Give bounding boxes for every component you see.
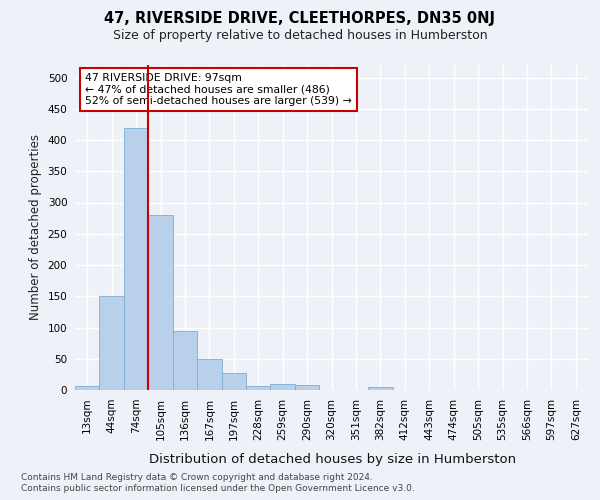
Bar: [368, 387, 392, 390]
Bar: [271, 384, 295, 390]
Bar: [197, 360, 221, 390]
Bar: [295, 385, 319, 390]
Text: Contains HM Land Registry data © Crown copyright and database right 2024.: Contains HM Land Registry data © Crown c…: [21, 472, 373, 482]
Bar: [148, 215, 173, 390]
Text: Distribution of detached houses by size in Humberston: Distribution of detached houses by size …: [149, 452, 517, 466]
Bar: [100, 296, 124, 390]
Text: 47, RIVERSIDE DRIVE, CLEETHORPES, DN35 0NJ: 47, RIVERSIDE DRIVE, CLEETHORPES, DN35 0…: [104, 11, 496, 26]
Bar: [246, 386, 271, 390]
Y-axis label: Number of detached properties: Number of detached properties: [29, 134, 42, 320]
Text: Size of property relative to detached houses in Humberston: Size of property relative to detached ho…: [113, 29, 487, 42]
Bar: [124, 128, 148, 390]
Bar: [221, 373, 246, 390]
Bar: [75, 386, 100, 390]
Bar: [173, 330, 197, 390]
Text: 47 RIVERSIDE DRIVE: 97sqm
← 47% of detached houses are smaller (486)
52% of semi: 47 RIVERSIDE DRIVE: 97sqm ← 47% of detac…: [85, 73, 352, 106]
Text: Contains public sector information licensed under the Open Government Licence v3: Contains public sector information licen…: [21, 484, 415, 493]
